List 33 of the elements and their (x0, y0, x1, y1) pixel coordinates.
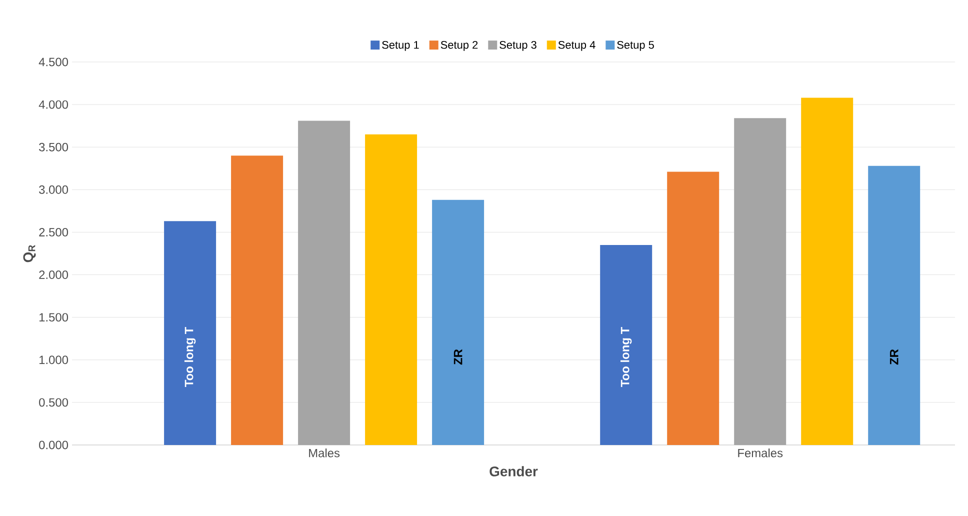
y-tick-label: 3.500 (39, 142, 68, 152)
legend-label: Setup 1 (382, 41, 419, 51)
y-axis-title: Q$_{R}$ (23, 244, 36, 262)
y-tick-label: 2.000 (39, 270, 68, 279)
bar (231, 156, 284, 445)
x-tick-label: Males (309, 448, 340, 458)
bar (164, 221, 216, 445)
y-tick-label: 0.000 (39, 440, 68, 450)
y-tick-label: 4.000 (38, 100, 68, 109)
bar (667, 172, 720, 445)
y-tick-label: 4.500 (38, 58, 68, 66)
data-label: Too long T (184, 327, 196, 387)
legend-label: Setup 5 (617, 41, 654, 51)
y-tick-label: 1.000 (39, 356, 68, 364)
data-label: ZR (890, 349, 898, 365)
bar (432, 200, 484, 445)
bar (868, 166, 920, 445)
y-tick-label: 0.500 (39, 398, 68, 407)
legend-label: Setup 2 (440, 41, 478, 51)
y-tick-label: 1.500 (39, 313, 68, 322)
bar (734, 118, 786, 445)
bar (298, 120, 350, 445)
bar (600, 244, 652, 445)
legend-label: Setup 3 (500, 41, 536, 51)
y-tick-label: 3.000 (39, 185, 68, 194)
data-label: ZR (454, 349, 462, 365)
legend-label: Setup 4 (558, 41, 596, 51)
x-tick-label: Females (738, 448, 783, 458)
data-label: Too long T (620, 327, 632, 387)
x-axis-title: Gender (490, 466, 538, 476)
bar (365, 134, 418, 445)
bar (801, 98, 854, 445)
y-tick-label: 2.500 (39, 228, 68, 236)
